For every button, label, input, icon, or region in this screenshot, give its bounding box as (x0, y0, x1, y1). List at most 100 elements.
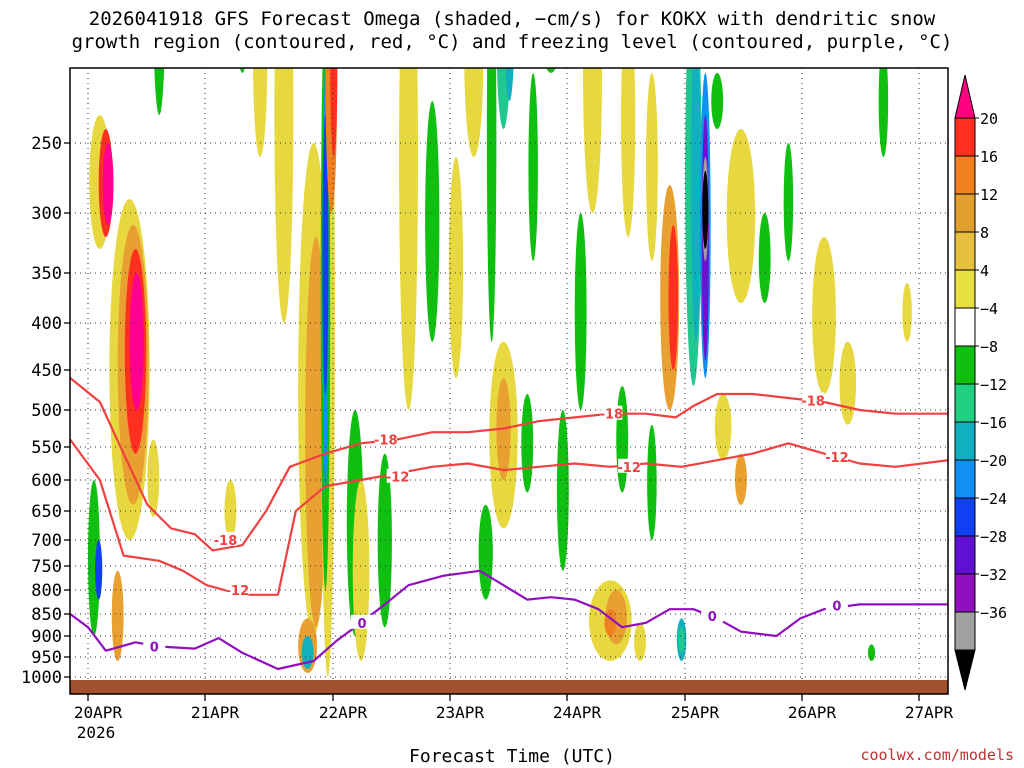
contour-label: -18 (214, 534, 238, 549)
colorbar: 20 16 12 8 4 −4 −8 −12 −16 −20 −24 −28 −32 −36 (954, 74, 1007, 691)
y-tick-label: 400 (31, 314, 62, 334)
colorbar-segment (954, 193, 976, 233)
omega-shade-blob (183, 0, 195, 17)
colorbar-label: −24 (980, 490, 1007, 508)
y-tick-label: 550 (31, 438, 62, 458)
omega-shade-blob (645, 73, 658, 261)
colorbar-segment (954, 231, 976, 271)
omega-shade-blob (274, 68, 294, 323)
omega-shade-blob (691, 68, 701, 342)
contour-label: -18 (801, 394, 825, 409)
colorbar-label: −32 (980, 566, 1007, 584)
y-axis: 2503003504004505005506006507007508008509… (21, 134, 70, 688)
omega-shade-blob (377, 453, 392, 628)
omega-shade-blob (505, 68, 514, 101)
title-line-1: 2026041918 GFS Forecast Omega (shaded, −… (88, 8, 936, 30)
y-tick-label: 300 (31, 204, 62, 224)
y-tick-label: 950 (31, 648, 62, 668)
omega-shade-blob (734, 453, 747, 505)
omega-shade-blob (647, 424, 657, 540)
x-year-label: 2026 (77, 723, 116, 742)
colorbar-segment (954, 155, 976, 195)
colorbar-segment (954, 535, 976, 575)
omega-shade-blob (129, 273, 144, 410)
colorbar-segment (954, 611, 976, 651)
x-tick-label: 20APR (74, 703, 123, 722)
omega-shade-blob (714, 394, 732, 461)
colorbar-segment (954, 459, 976, 499)
y-tick-label: 900 (31, 627, 62, 647)
colorbar-segment (954, 345, 976, 385)
temperature-contours: -18 -18 -18 -18 -12 -12 -12 -12 0 0 0 0 (70, 377, 948, 671)
omega-shading (88, 0, 912, 677)
omega-shade-blob (88, 480, 100, 636)
x-axis-label: Forecast Time (UTC) (409, 746, 615, 767)
omega-shade-blob (758, 213, 771, 303)
contour-label-bg (701, 608, 724, 623)
y-tick-label: 350 (31, 264, 62, 284)
omega-shade-blob (702, 171, 709, 249)
omega-shade-blob (521, 394, 534, 493)
omega-shade-blob (486, 68, 497, 342)
colorbar-label: 12 (980, 186, 998, 204)
y-tick-label: 450 (31, 361, 62, 381)
omega-shade-blob (839, 341, 857, 425)
colorbar-segment (954, 307, 976, 347)
plot-frame (69, 67, 949, 695)
contour-freezing-level (70, 569, 948, 671)
colorbar-label: 8 (980, 224, 989, 242)
omega-shade-blob (621, 68, 636, 237)
colorbar-label: −20 (980, 452, 1007, 470)
omega-shade-blob (867, 644, 876, 661)
y-tick-label: 700 (31, 531, 62, 551)
contour-label: -18 (600, 408, 624, 423)
x-tick-label: 25APR (671, 703, 720, 722)
omega-shade-blob (95, 540, 103, 600)
y-tick-label: 500 (31, 401, 62, 421)
colorbar-label: 4 (980, 262, 989, 280)
y-tick-label: 650 (31, 502, 62, 522)
y-tick-label: 600 (31, 471, 62, 491)
contour-label-bg (143, 638, 166, 653)
omega-shade-blob (322, 115, 329, 394)
omega-shade-blob (253, 68, 268, 157)
colorbar-top-triangle (954, 74, 976, 119)
colorbar-label: −12 (980, 376, 1007, 394)
chart-title: 2026041918 GFS Forecast Omega (shaded, −… (0, 8, 1024, 54)
colorbar-label: −8 (980, 338, 998, 356)
omega-shade-blob (478, 504, 493, 600)
contour-label: 0 (150, 641, 159, 656)
x-tick-label: 22APR (319, 703, 368, 722)
colorbar-segment (954, 269, 976, 309)
colorbar-label: −16 (980, 414, 1007, 432)
contour-label: -12 (386, 471, 410, 486)
omega-shade-blob (448, 157, 464, 378)
omega-shade-blob (425, 100, 440, 342)
x-tick-label: 23APR (436, 703, 485, 722)
y-tick-label: 1000 (21, 668, 62, 688)
omega-shade-blob (147, 439, 160, 517)
credit-text: coolwx.com/models (860, 746, 1014, 764)
colorbar-segment (954, 497, 976, 537)
contour-label-bg (351, 614, 374, 629)
omega-shade-blob (878, 68, 889, 157)
contour-label-bg (825, 597, 848, 612)
omega-shade-blob (102, 143, 114, 225)
colorbar-label: 20 (980, 110, 998, 128)
contour-label: -12 (226, 584, 250, 599)
omega-shade-blob (574, 213, 587, 410)
omega-shade-blob (546, 68, 556, 73)
ground-surface (70, 680, 948, 694)
contour-minus18 (70, 377, 948, 552)
contour-label: -12 (825, 451, 849, 466)
omega-shade-blob (783, 143, 794, 261)
contour-label: 0 (832, 599, 841, 614)
omega-shade-blob (668, 225, 679, 370)
omega-shade-blob (902, 283, 912, 342)
omega-shade-blob (583, 68, 603, 213)
x-tick-label: 21APR (191, 703, 240, 722)
colorbar-label: −28 (980, 528, 1007, 546)
y-tick-label: 250 (31, 134, 62, 154)
omega-shade-blob (726, 129, 756, 303)
